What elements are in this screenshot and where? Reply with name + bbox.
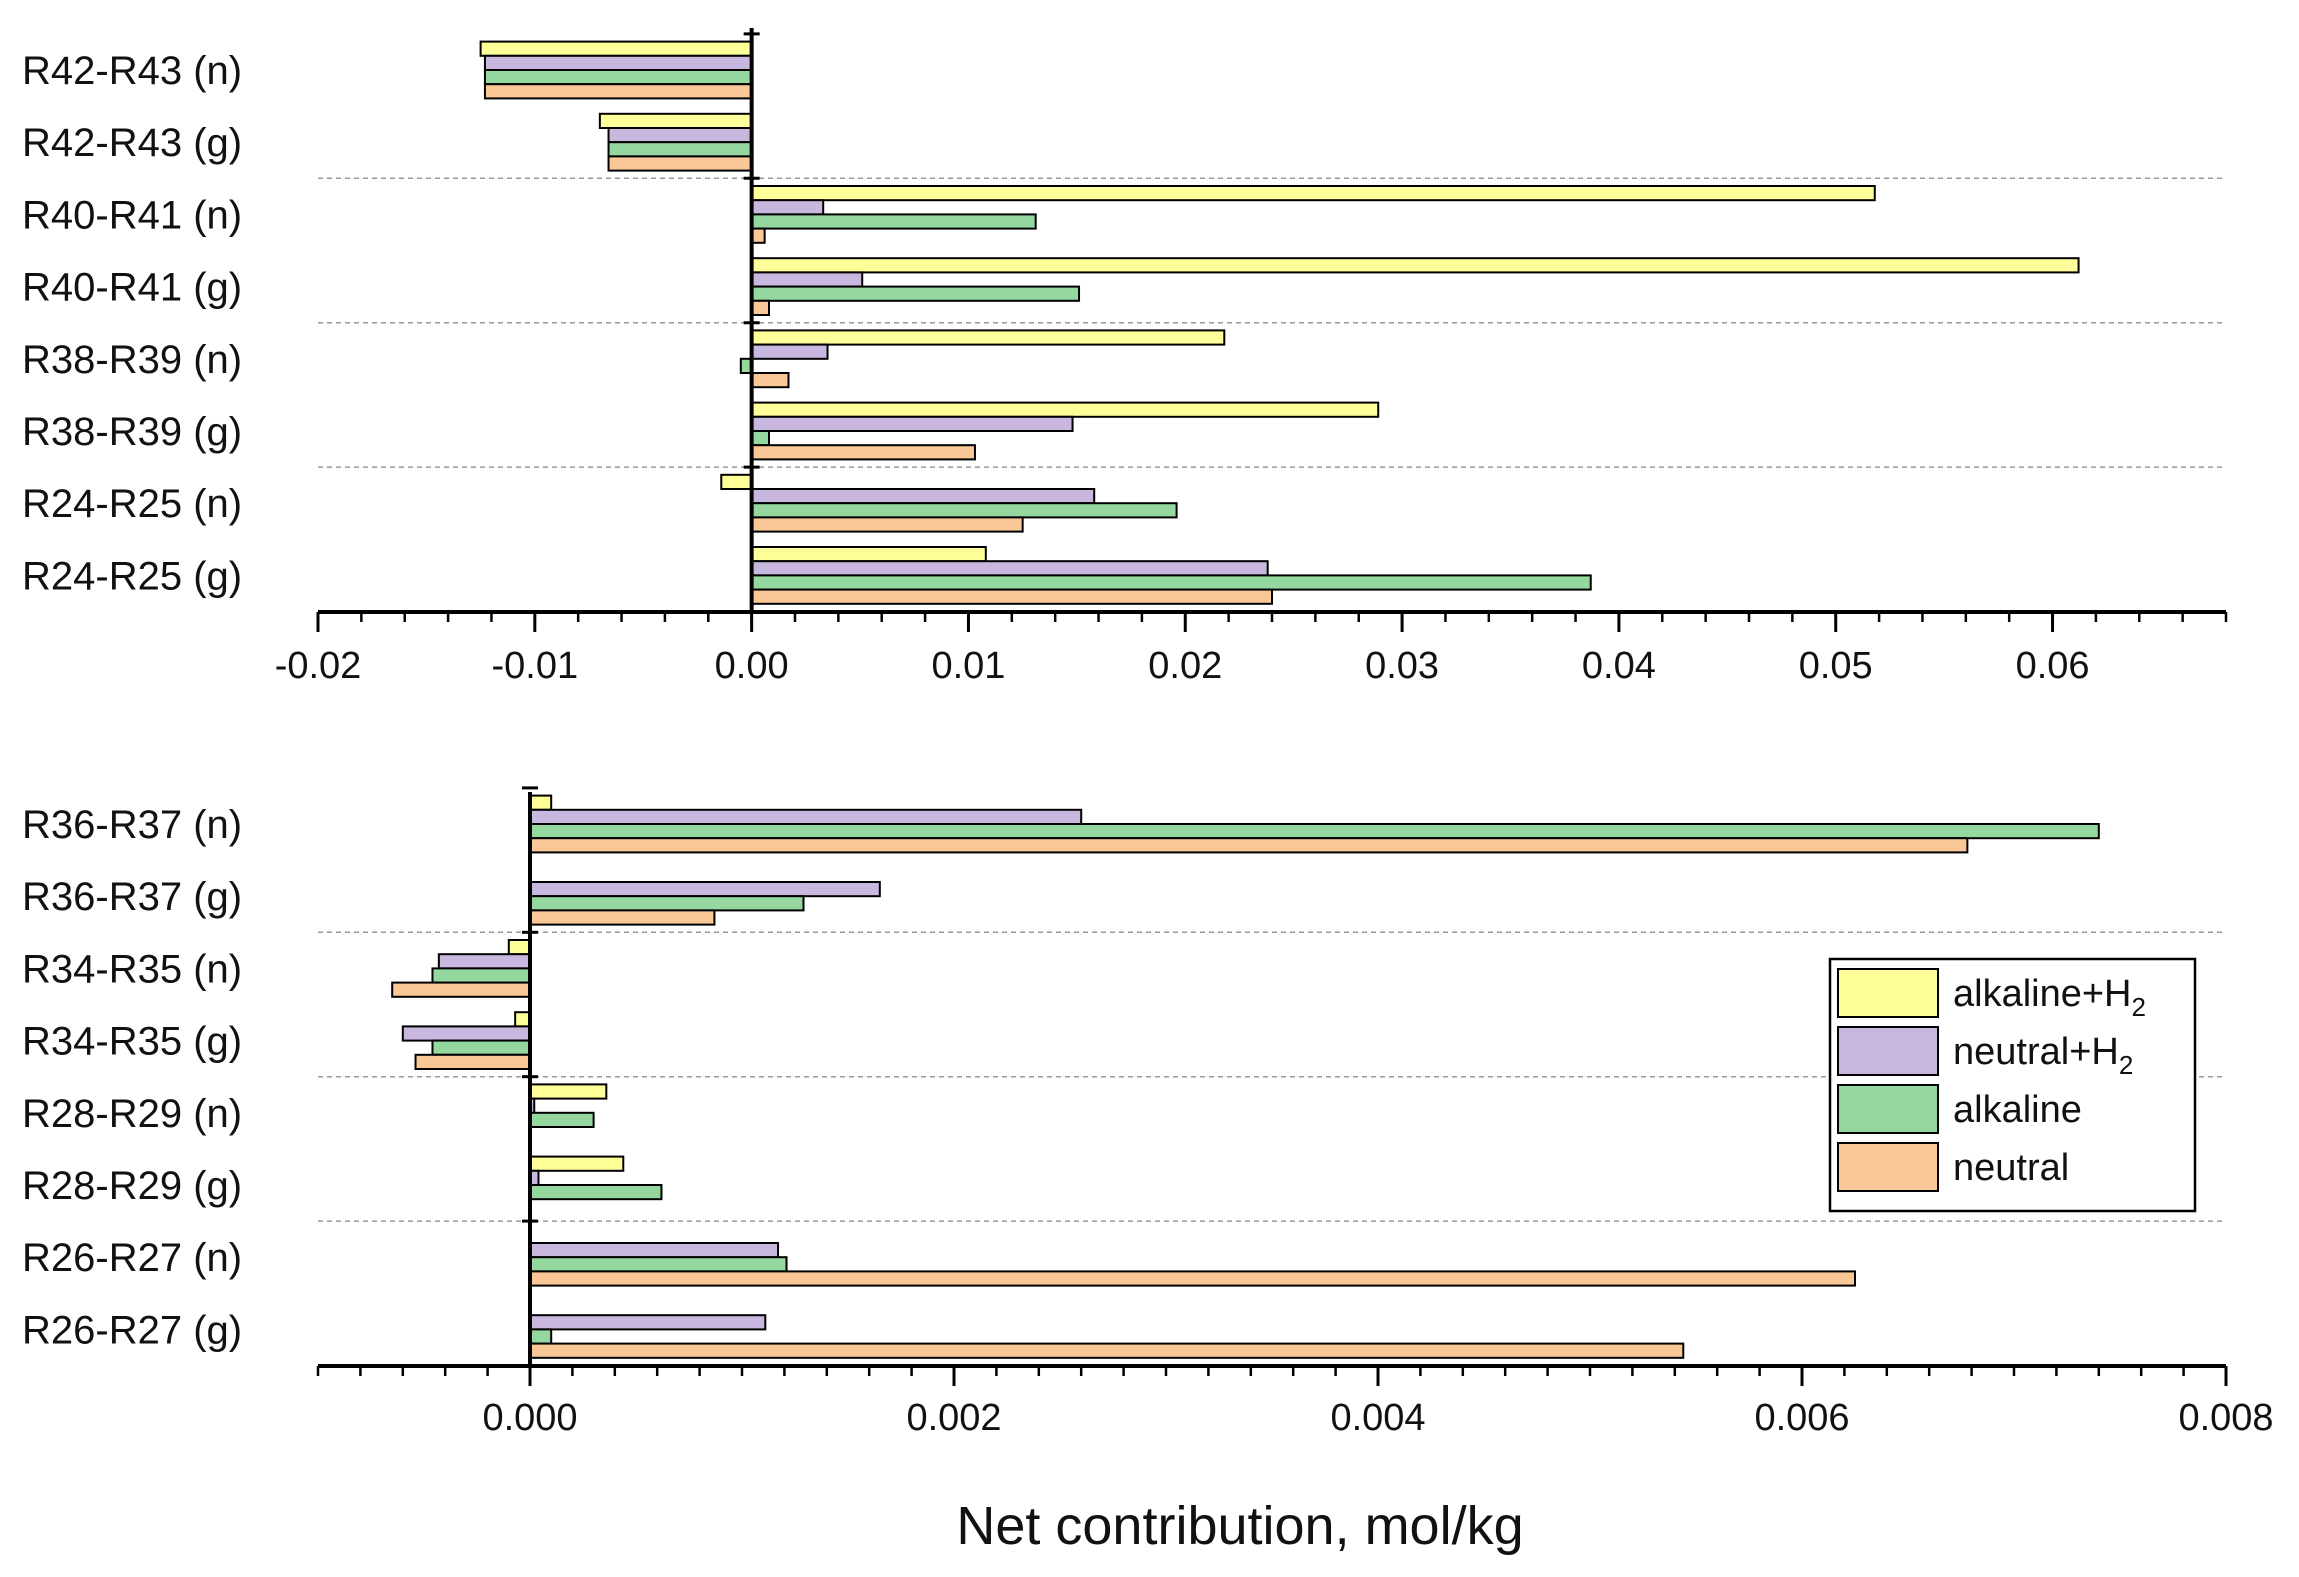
category-label: R38-R39 (n) (22, 338, 242, 382)
bar-neutral-h2-r40-r41-n (750, 199, 825, 216)
tick-label: 0.004 (1330, 1397, 1425, 1439)
tick-label: 0.06 (2016, 645, 2090, 687)
bar-neutral-h2-r42-r43-n (483, 54, 753, 71)
bar-alkaline-r26-r27-g (529, 1328, 553, 1345)
bar-neutral-r34-r35-g (414, 1053, 531, 1071)
bar-alkaline-r42-r43-n (483, 69, 753, 86)
bar-alkaline-h2-r34-r35-g (514, 1011, 531, 1028)
bar-alkaline-r36-r37-n (529, 823, 2100, 840)
category-label: R24-R25 (n) (22, 482, 242, 526)
bottom-panel: R36-R37 (n) R36-R37 (g) R34-R35 (n) R34-R35… (22, 786, 2274, 1439)
top-panel: R42-R43 (n) R42-R43 (g) R40-R41 (n) R40-R41… (22, 28, 2228, 687)
bar-alkaline-h2-r24-r25-g (750, 546, 987, 563)
category-label: R28-R29 (g) (22, 1164, 242, 1208)
bar-neutral-h2-r26-r27-n (529, 1242, 780, 1259)
bar-neutral-r42-r43-g (607, 155, 753, 172)
bar-alkaline-h2-r40-r41-g (750, 257, 2080, 274)
bar-alkaline-h2-r24-r25-n (720, 473, 753, 490)
bar-neutral-r42-r43-n (483, 83, 753, 100)
tick-label: 0.008 (2178, 1397, 2273, 1439)
legend-label-alkaline: alkaline (1953, 1089, 2082, 1131)
bar-alkaline-r26-r27-n (529, 1256, 788, 1273)
category-label: R34-R35 (g) (22, 1020, 242, 1064)
bar-alkaline-r38-r39-g (750, 430, 770, 447)
category-label: R24-R25 (g) (22, 554, 242, 598)
legend-label-neutral-h2: neutral+H2 (1953, 1031, 2133, 1080)
bar-alkaline-h2-r36-r37-n (529, 794, 553, 811)
tick-label: 0.02 (1148, 645, 1222, 687)
category-label: R40-R41 (g) (22, 266, 242, 310)
tick-label: 0.01 (931, 645, 1005, 687)
bar-neutral-h2-r36-r37-g (529, 881, 881, 898)
bar-alkaline-r34-r35-n (431, 967, 532, 984)
category-label: R34-R35 (n) (22, 947, 242, 991)
bar-alkaline-r36-r37-g (529, 895, 805, 912)
bar-alkaline-r40-r41-g (750, 285, 1081, 302)
category-label: R26-R27 (g) (22, 1308, 242, 1352)
bar-neutral-r36-r37-g (529, 909, 716, 926)
bar-alkaline-r24-r25-n (750, 502, 1178, 519)
bar-neutral-r38-r39-n (750, 372, 790, 389)
category-label: R42-R43 (n) (22, 49, 242, 93)
bar-neutral-r38-r39-g (750, 444, 976, 461)
bar-neutral-h2-r24-r25-n (750, 488, 1096, 505)
bar-neutral-r34-r35-n (391, 981, 532, 998)
bar-alkaline-r28-r29-n (529, 1111, 595, 1129)
bar-alkaline-r34-r35-g (431, 1039, 532, 1056)
tick-label: 0.000 (482, 1397, 577, 1439)
category-label: R42-R43 (g) (22, 121, 242, 165)
bar-alkaline-r24-r25-g (750, 574, 1592, 591)
bar-alkaline-h2-r28-r29-g (529, 1155, 625, 1172)
legend-swatch-neutral-h2 (1837, 1026, 1939, 1076)
bar-neutral-h2-r36-r37-n (529, 808, 1083, 825)
bar-neutral-h2-r38-r39-g (750, 415, 1074, 432)
bar-alkaline-h2-r42-r43-g (598, 112, 753, 130)
bar-neutral-h2-r34-r35-g (401, 1025, 531, 1042)
bar-alkaline-r42-r43-g (607, 141, 753, 158)
bar-alkaline-h2-r34-r35-n (507, 939, 531, 956)
bar-alkaline-h2-r40-r41-n (750, 185, 1876, 202)
category-label: R40-R41 (n) (22, 193, 242, 237)
legend: alkaline+H2 neutral+H2 alkaline neutral (1828, 957, 2197, 1213)
bar-neutral-r24-r25-g (750, 588, 1273, 605)
bar-alkaline-h2-r42-r43-n (479, 40, 753, 57)
category-label: R36-R37 (n) (22, 803, 242, 847)
tick-label: 0.00 (715, 645, 789, 687)
bar-neutral-r26-r27-n (529, 1270, 1856, 1287)
bar-alkaline-h2-r28-r29-n (529, 1083, 608, 1100)
bar-neutral-r36-r37-n (529, 837, 1969, 854)
bar-neutral-h2-r42-r43-g (607, 127, 753, 144)
bar-neutral-h2-r38-r39-n (750, 343, 829, 360)
bar-neutral-r26-r27-g (529, 1342, 1685, 1359)
bar-alkaline-h2-r38-r39-g (750, 401, 1380, 418)
bar-neutral-r24-r25-n (750, 516, 1024, 533)
x-axis-title: Net contribution, mol/kg (956, 1496, 1523, 1556)
tick-label: 0.03 (1365, 645, 1439, 687)
legend-label-neutral: neutral (1953, 1147, 2069, 1189)
tick-label: 0.04 (1582, 645, 1656, 687)
category-label: R36-R37 (g) (22, 875, 242, 919)
bar-neutral-h2-r40-r41-g (750, 271, 864, 288)
tick-label: 0.002 (906, 1397, 1001, 1439)
bar-neutral-h2-r24-r25-g (750, 560, 1269, 577)
legend-label-alkaline-h2: alkaline+H2 (1953, 973, 2146, 1022)
legend-swatch-alkaline-h2 (1837, 968, 1939, 1018)
tick-label: -0.02 (275, 645, 362, 687)
bar-alkaline-r28-r29-g (529, 1184, 663, 1201)
category-label: R28-R29 (n) (22, 1092, 242, 1136)
tick-label: 0.006 (1754, 1397, 1849, 1439)
bar-alkaline-h2-r38-r39-n (750, 329, 1226, 346)
bar-neutral-h2-r34-r35-n (437, 953, 531, 970)
bar-neutral-r40-r41-g (750, 299, 770, 316)
legend-swatch-neutral (1837, 1142, 1939, 1192)
bar-alkaline-r40-r41-n (750, 213, 1037, 230)
category-label: R38-R39 (g) (22, 410, 242, 454)
tick-label: 0.05 (1799, 645, 1873, 687)
legend-swatch-alkaline (1837, 1084, 1939, 1134)
bar-neutral-h2-r26-r27-g (529, 1314, 767, 1331)
tick-label: -0.01 (492, 645, 579, 687)
category-label: R26-R27 (n) (22, 1236, 242, 1280)
